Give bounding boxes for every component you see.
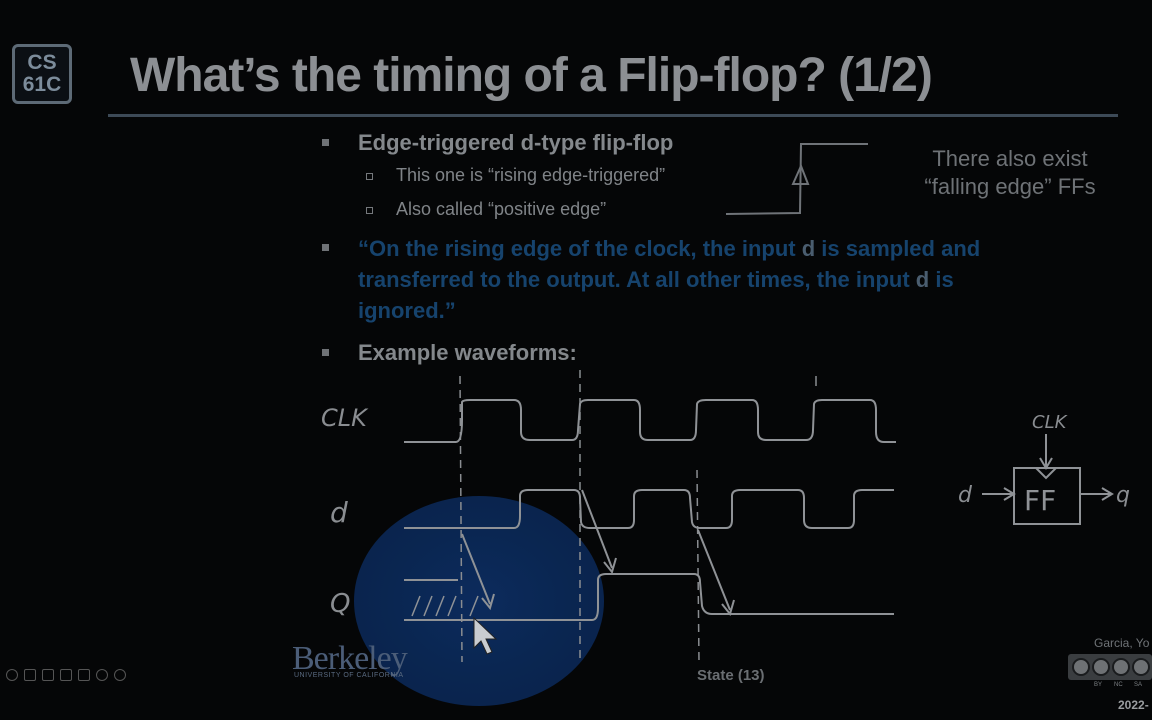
rising-edge-arrow-icon bbox=[791, 163, 810, 185]
zoom-icon[interactable] bbox=[60, 669, 72, 681]
sub-bullet-positive-edge: Also called “positive edge” bbox=[396, 199, 607, 219]
bullet-marker bbox=[322, 349, 329, 356]
d-to-q-arrow-2 bbox=[581, 489, 613, 569]
ff-output-arrow-icon bbox=[1101, 487, 1114, 501]
quote-line-1: “On the rising edge of the clock, the in… bbox=[358, 236, 981, 261]
berkeley-logo-sub: UNIVERSITY OF CALIFORNIA bbox=[294, 672, 404, 679]
cc-label-nc: NC bbox=[1114, 682, 1123, 688]
bullet-marker bbox=[322, 244, 329, 251]
footer-year: 2022- bbox=[1118, 698, 1149, 712]
d-label: d bbox=[330, 496, 348, 529]
slides-grid-icon[interactable] bbox=[42, 669, 54, 681]
q-label: Q bbox=[330, 589, 350, 619]
bullet-marker bbox=[322, 139, 329, 146]
subtitles-icon[interactable] bbox=[78, 669, 90, 681]
d-to-q-arrow-1-head-icon bbox=[481, 593, 495, 611]
cursor-spotlight bbox=[354, 496, 604, 706]
ff-clock-triangle-icon bbox=[1035, 467, 1057, 480]
nc-icon bbox=[1112, 658, 1130, 676]
d-to-q-arrow-3 bbox=[697, 529, 731, 611]
footer-state: State (13) bbox=[697, 667, 765, 684]
cc-icon bbox=[1072, 658, 1090, 676]
rising-edge-sketch bbox=[725, 143, 868, 215]
footer-author: Garcia, Yo bbox=[1094, 636, 1150, 650]
d-waveform bbox=[404, 489, 894, 529]
bullet-example-waveforms: Example waveforms: bbox=[358, 340, 577, 365]
cc-label-by: BY bbox=[1094, 682, 1103, 688]
logo-line2: 61C bbox=[22, 73, 62, 96]
mouse-pointer-icon bbox=[473, 616, 498, 655]
clk-label: CLK bbox=[321, 404, 369, 432]
falling-edge-note-line1: There also exist bbox=[932, 146, 1088, 171]
q-waveform bbox=[404, 573, 894, 621]
cc-label-sa: SA bbox=[1134, 682, 1143, 688]
bullet-edge-triggered: Edge-triggered d-type flip-flop bbox=[358, 130, 674, 155]
sa-icon bbox=[1132, 658, 1150, 676]
title-divider bbox=[108, 114, 1118, 117]
quote-line-2: transferred to the output. At all other … bbox=[358, 267, 954, 292]
cc-license-badge: BY NC SA bbox=[1068, 654, 1152, 688]
clk-waveform bbox=[404, 399, 896, 443]
ff-output-label: q bbox=[1116, 483, 1130, 508]
falling-edge-note: There also exist “falling edge” FFs bbox=[905, 145, 1115, 201]
by-icon bbox=[1092, 658, 1110, 676]
ff-label: FF bbox=[1024, 484, 1056, 517]
quote-line-3: ignored.” bbox=[358, 298, 456, 323]
next-slide-icon[interactable] bbox=[114, 669, 126, 681]
edge-marker-1 bbox=[459, 375, 463, 663]
d-to-q-arrow-3-head-icon bbox=[721, 599, 735, 617]
d-to-q-arrow-1 bbox=[461, 533, 491, 605]
sub-bullet-rising-edge: This one is “rising edge-triggered” bbox=[396, 165, 666, 185]
sub-bullet-marker bbox=[366, 207, 373, 214]
ff-clk-arrow-icon bbox=[1039, 457, 1053, 470]
logo-line1: CS bbox=[27, 51, 57, 74]
quote-definition: “On the rising edge of the clock, the in… bbox=[358, 233, 980, 326]
previous-slide-icon[interactable] bbox=[6, 669, 18, 681]
edge-marker-3 bbox=[696, 469, 700, 663]
ff-input-label: d bbox=[958, 483, 973, 508]
cs61c-logo: CS 61C bbox=[12, 44, 72, 104]
falling-edge-note-line2: “falling edge” FFs bbox=[924, 174, 1096, 199]
ff-clk-label: CLK bbox=[1032, 412, 1068, 433]
more-options-icon[interactable] bbox=[96, 669, 108, 681]
d-to-q-arrow-2-head-icon bbox=[603, 557, 617, 575]
ff-input-arrow-icon bbox=[1003, 487, 1016, 501]
q-unknown-hatch bbox=[411, 595, 479, 617]
pen-icon[interactable] bbox=[24, 669, 36, 681]
sub-bullet-marker bbox=[366, 173, 373, 180]
berkeley-logo: Berkeley bbox=[292, 640, 408, 677]
slide-title: What’s the timing of a Flip-flop? (1/2) bbox=[130, 49, 933, 102]
